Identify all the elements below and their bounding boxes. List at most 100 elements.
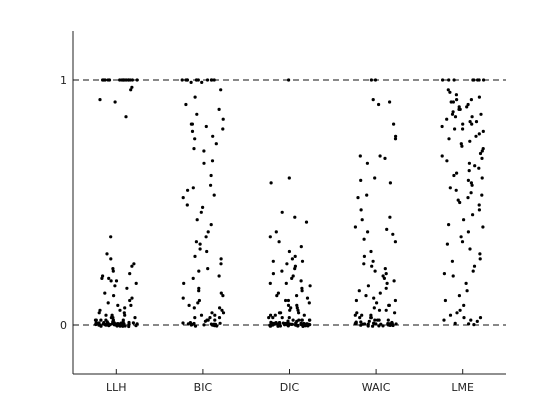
data-point: [98, 98, 102, 102]
data-point: [269, 181, 273, 185]
data-point: [104, 313, 108, 317]
data-point: [134, 324, 138, 328]
data-point: [199, 313, 204, 317]
data-point: [293, 254, 297, 258]
data-point: [481, 129, 485, 133]
data-point: [182, 281, 186, 285]
data-point: [354, 298, 358, 303]
data-point: [356, 196, 360, 200]
data-point: [200, 80, 204, 84]
data-point: [181, 196, 185, 200]
data-point: [220, 308, 224, 312]
data-point: [193, 316, 197, 320]
data-point: [209, 173, 213, 178]
data-point: [123, 306, 127, 310]
data-point: [111, 316, 115, 320]
data-point: [199, 210, 203, 214]
data-point: [457, 107, 461, 111]
data-point: [366, 324, 370, 328]
data-point: [202, 161, 206, 165]
data-point: [192, 147, 196, 151]
data-point: [197, 286, 201, 290]
data-point: [480, 176, 484, 180]
data-point: [477, 95, 481, 99]
data-point: [122, 311, 126, 315]
data-point: [122, 323, 126, 327]
data-point: [464, 281, 468, 285]
data-point: [289, 306, 293, 310]
data-point: [474, 134, 478, 138]
data-point: [270, 323, 274, 327]
data-point: [355, 311, 359, 315]
data-point: [280, 210, 284, 214]
data-point: [384, 308, 388, 312]
data-point: [468, 247, 472, 251]
data-point: [193, 254, 197, 258]
data-point: [277, 311, 282, 315]
data-point: [393, 298, 397, 303]
data-point: [359, 208, 363, 212]
data-point: [369, 78, 373, 82]
data-point: [287, 176, 291, 180]
data-point: [193, 137, 197, 141]
axes: [72, 31, 506, 375]
data-point: [393, 240, 397, 244]
data-point: [192, 306, 196, 310]
data-point: [218, 321, 222, 325]
tick-labels: 0 1 LLH BIC DIC WAIC LME: [60, 74, 474, 394]
data-point: [135, 78, 139, 82]
data-point: [391, 323, 395, 328]
data-point: [470, 183, 474, 187]
data-point: [353, 225, 357, 229]
data-point: [383, 267, 387, 271]
data-point: [123, 313, 127, 317]
data-point: [468, 139, 472, 143]
data-point: [466, 178, 470, 182]
data-point: [455, 311, 459, 315]
data-point: [462, 218, 466, 222]
data-point: [467, 169, 471, 173]
data-point: [286, 319, 290, 323]
data-point: [289, 322, 293, 326]
data-point: [194, 240, 198, 244]
data-point: [392, 279, 396, 283]
data-point: [219, 291, 223, 295]
data-point: [360, 313, 364, 317]
data-point: [369, 316, 373, 320]
data-point: [457, 105, 461, 109]
data-point: [287, 249, 291, 254]
data-point: [299, 279, 303, 283]
data-point: [392, 122, 396, 126]
data-point: [113, 284, 117, 288]
data-point: [132, 262, 136, 266]
data-point: [106, 301, 110, 305]
data-point: [130, 78, 134, 82]
data-point: [478, 316, 483, 320]
data-point: [300, 318, 304, 322]
data-point: [461, 127, 465, 131]
data-point: [219, 88, 223, 92]
data-point: [131, 321, 135, 325]
data-point: [469, 191, 473, 195]
data-point: [479, 112, 483, 116]
data-point: [450, 112, 455, 116]
data-point: [448, 313, 453, 317]
data-point: [307, 318, 312, 322]
data-point: [218, 306, 222, 310]
data-point: [271, 259, 275, 263]
data-point: [441, 78, 445, 82]
data-point: [468, 120, 472, 124]
data-points: [93, 78, 486, 329]
data-point: [274, 230, 278, 234]
data-point: [447, 78, 451, 82]
data-point: [205, 249, 209, 254]
data-point: [295, 294, 299, 298]
data-point: [190, 122, 194, 126]
data-point: [388, 215, 392, 219]
data-point: [210, 159, 215, 163]
data-point: [280, 316, 284, 320]
x-tick-label: WAIC: [362, 381, 391, 394]
data-point: [206, 230, 210, 234]
data-point: [442, 318, 446, 322]
